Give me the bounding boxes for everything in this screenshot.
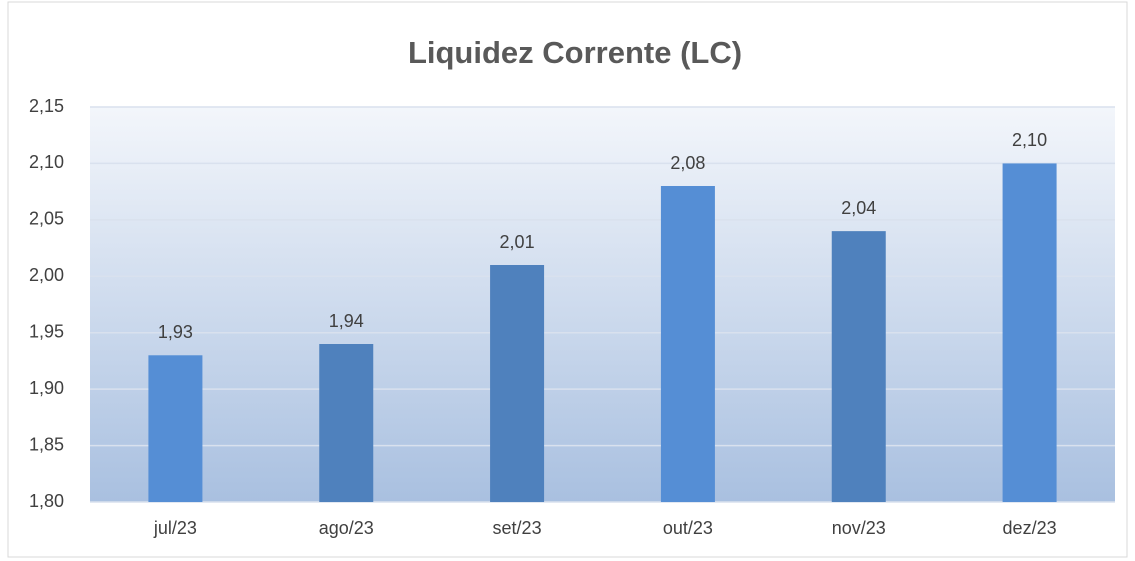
- bar: [660, 186, 715, 502]
- y-tick-label: 1,90: [29, 378, 64, 398]
- chart-title: Liquidez Corrente (LC): [408, 35, 742, 70]
- y-tick-label: 1,80: [29, 491, 64, 511]
- data-label: 1,94: [329, 311, 364, 331]
- x-tick-label: set/23: [493, 518, 542, 538]
- data-label: 2,04: [841, 198, 876, 218]
- x-tick-label: nov/23: [832, 518, 886, 538]
- data-label: 2,10: [1012, 130, 1047, 150]
- x-tick-label: dez/23: [1003, 518, 1057, 538]
- x-tick-label: jul/23: [153, 518, 197, 538]
- data-label: 2,01: [500, 232, 535, 252]
- y-tick-label: 2,15: [29, 96, 64, 116]
- plot-area: [90, 107, 1115, 502]
- bar: [831, 231, 886, 502]
- bar: [1002, 163, 1057, 502]
- y-tick-label: 2,05: [29, 209, 64, 229]
- data-label: 2,08: [670, 153, 705, 173]
- y-tick-label: 1,85: [29, 434, 64, 454]
- bar: [148, 355, 203, 502]
- y-tick-label: 1,95: [29, 321, 64, 341]
- data-label: 1,93: [158, 322, 193, 342]
- bar: [319, 344, 374, 502]
- x-tick-label: out/23: [663, 518, 713, 538]
- bar: [490, 265, 545, 502]
- y-tick-label: 2,00: [29, 265, 64, 285]
- y-tick-label: 2,10: [29, 152, 64, 172]
- x-tick-label: ago/23: [319, 518, 374, 538]
